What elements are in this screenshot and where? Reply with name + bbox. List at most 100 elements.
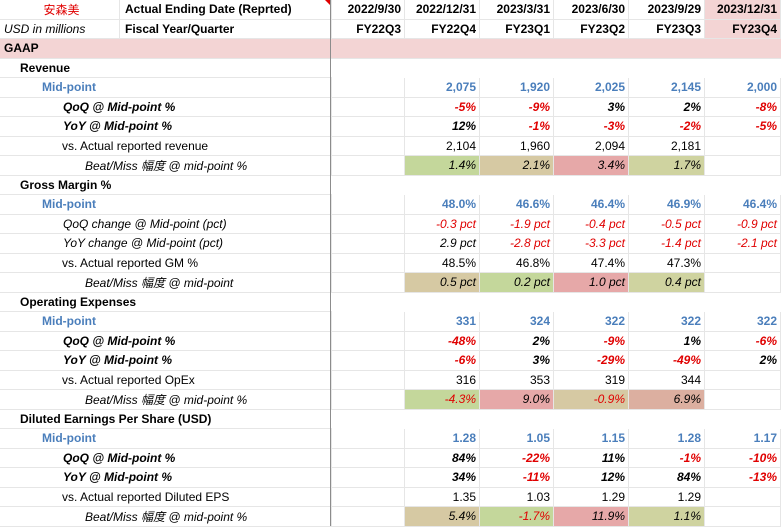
row-spacer-cell[interactable] bbox=[0, 390, 120, 410]
value-cell[interactable]: 48.5% bbox=[405, 253, 480, 273]
value-cell[interactable]: -8% bbox=[705, 97, 781, 117]
value-cell[interactable]: 12% bbox=[405, 117, 480, 137]
row-spacer-cell[interactable] bbox=[0, 371, 120, 390]
row-label-cell[interactable]: Mid-point bbox=[42, 429, 332, 449]
value-cell[interactable]: -0.5 pct bbox=[629, 214, 705, 234]
value-cell[interactable]: 316 bbox=[405, 370, 480, 390]
value-cell[interactable]: 3% bbox=[554, 97, 629, 117]
row-spacer-cell[interactable] bbox=[0, 254, 120, 273]
date-cell[interactable]: 2023/9/29 bbox=[629, 0, 705, 20]
value-cell[interactable]: -2.1 pct bbox=[705, 234, 781, 254]
value-cell[interactable]: 84% bbox=[405, 448, 480, 468]
quarter-cell[interactable]: FY22Q4 bbox=[405, 19, 480, 39]
quarter-cell[interactable]: FY23Q2 bbox=[554, 19, 629, 39]
value-cell[interactable] bbox=[332, 507, 405, 527]
value-cell[interactable]: 46.4% bbox=[705, 195, 781, 215]
row-label-cell[interactable]: vs. Actual reported revenue bbox=[62, 136, 332, 156]
value-cell[interactable]: 1.7% bbox=[629, 156, 705, 176]
row-label-cell[interactable]: vs. Actual reported Diluted EPS bbox=[62, 487, 332, 507]
value-cell[interactable]: 9.0% bbox=[480, 390, 554, 410]
row-label-cell[interactable]: vs. Actual reported OpEx bbox=[62, 370, 332, 390]
value-cell[interactable]: 2,094 bbox=[554, 136, 629, 156]
value-cell[interactable]: 0.4 pct bbox=[629, 273, 705, 293]
row-spacer-cell[interactable] bbox=[0, 488, 120, 507]
value-cell[interactable]: -3% bbox=[554, 117, 629, 137]
value-cell[interactable] bbox=[332, 195, 405, 215]
row-label-cell[interactable]: QoQ @ Mid-point % bbox=[63, 331, 332, 351]
value-cell[interactable]: -5% bbox=[705, 117, 781, 137]
value-cell[interactable]: 34% bbox=[405, 468, 480, 488]
value-cell[interactable] bbox=[332, 234, 405, 254]
date-cell-selected[interactable]: 2023/12/31 bbox=[705, 0, 781, 20]
value-cell[interactable]: 331 bbox=[405, 312, 480, 332]
value-cell[interactable]: 1% bbox=[629, 331, 705, 351]
value-cell[interactable] bbox=[332, 273, 405, 293]
value-cell[interactable] bbox=[705, 487, 781, 507]
section-cell[interactable]: GAAP bbox=[0, 39, 781, 59]
quarter-cell[interactable]: FY23Q3 bbox=[629, 19, 705, 39]
value-cell[interactable]: 3.4% bbox=[554, 156, 629, 176]
value-cell[interactable]: 2,075 bbox=[405, 78, 480, 98]
value-cell[interactable]: 322 bbox=[629, 312, 705, 332]
value-cell[interactable] bbox=[705, 390, 781, 410]
row-label-cell[interactable]: Mid-point bbox=[42, 195, 332, 215]
value-cell[interactable] bbox=[705, 136, 781, 156]
value-cell[interactable]: -9% bbox=[480, 97, 554, 117]
value-cell[interactable]: 1.0 pct bbox=[554, 273, 629, 293]
row-spacer-cell[interactable]: Gross Margin % bbox=[0, 176, 332, 195]
value-cell[interactable]: -5% bbox=[405, 97, 480, 117]
value-cell[interactable] bbox=[332, 468, 405, 488]
row-label-cell[interactable]: Beat/Miss 幅度 @ mid-point % bbox=[85, 507, 332, 527]
value-cell[interactable]: -2.8 pct bbox=[480, 234, 554, 254]
value-cell[interactable]: 2,181 bbox=[629, 136, 705, 156]
value-cell[interactable]: 2% bbox=[480, 331, 554, 351]
value-cell[interactable]: 47.4% bbox=[554, 253, 629, 273]
value-cell[interactable]: 1,920 bbox=[480, 78, 554, 98]
value-cell[interactable]: 1.05 bbox=[480, 429, 554, 449]
value-cell[interactable]: -0.3 pct bbox=[405, 214, 480, 234]
value-cell[interactable]: 1.28 bbox=[629, 429, 705, 449]
value-cell[interactable] bbox=[332, 78, 405, 98]
value-cell[interactable]: -13% bbox=[705, 468, 781, 488]
row-spacer-cell[interactable] bbox=[0, 468, 120, 488]
value-cell[interactable]: -1.7% bbox=[480, 507, 554, 527]
row-spacer-cell[interactable] bbox=[0, 449, 120, 468]
value-cell[interactable]: 322 bbox=[705, 312, 781, 332]
row-label-cell[interactable]: vs. Actual reported GM % bbox=[62, 253, 332, 273]
value-cell[interactable]: 2,104 bbox=[405, 136, 480, 156]
value-cell[interactable]: -22% bbox=[480, 448, 554, 468]
value-cell[interactable]: 2,025 bbox=[554, 78, 629, 98]
value-cell[interactable]: -2% bbox=[629, 117, 705, 137]
row-spacer-cell[interactable] bbox=[0, 195, 120, 215]
value-cell[interactable]: 2,145 bbox=[629, 78, 705, 98]
value-cell[interactable]: 3% bbox=[480, 351, 554, 371]
value-cell[interactable]: 47.3% bbox=[629, 253, 705, 273]
value-cell[interactable] bbox=[705, 253, 781, 273]
value-cell[interactable] bbox=[332, 156, 405, 176]
value-cell[interactable]: -0.9 pct bbox=[705, 214, 781, 234]
value-cell[interactable]: 1.4% bbox=[405, 156, 480, 176]
value-cell[interactable]: -48% bbox=[405, 331, 480, 351]
units-cell[interactable]: USD in millions bbox=[0, 19, 120, 39]
value-cell[interactable]: -49% bbox=[629, 351, 705, 371]
value-cell[interactable]: 2,000 bbox=[705, 78, 781, 98]
value-cell[interactable]: 46.6% bbox=[480, 195, 554, 215]
row-spacer-cell[interactable] bbox=[0, 156, 120, 176]
value-cell[interactable]: 1.1% bbox=[629, 507, 705, 527]
value-cell[interactable]: -6% bbox=[405, 351, 480, 371]
value-cell[interactable]: -3.3 pct bbox=[554, 234, 629, 254]
row-spacer-cell[interactable] bbox=[0, 273, 120, 293]
value-cell[interactable]: 2.1% bbox=[480, 156, 554, 176]
value-cell[interactable]: 1.15 bbox=[554, 429, 629, 449]
value-cell[interactable]: -1.4 pct bbox=[629, 234, 705, 254]
row-spacer-cell[interactable] bbox=[0, 234, 120, 254]
value-cell[interactable]: -1.9 pct bbox=[480, 214, 554, 234]
row-label-cell[interactable]: YoY @ Mid-point % bbox=[63, 351, 332, 371]
row-spacer-cell[interactable] bbox=[0, 117, 120, 137]
row-spacer-cell[interactable] bbox=[0, 312, 120, 332]
value-cell[interactable]: -4.3% bbox=[405, 390, 480, 410]
value-cell[interactable] bbox=[332, 253, 405, 273]
row-label-cell[interactable]: YoY @ Mid-point % bbox=[63, 468, 332, 488]
value-cell[interactable] bbox=[332, 331, 405, 351]
value-cell[interactable]: 344 bbox=[629, 370, 705, 390]
